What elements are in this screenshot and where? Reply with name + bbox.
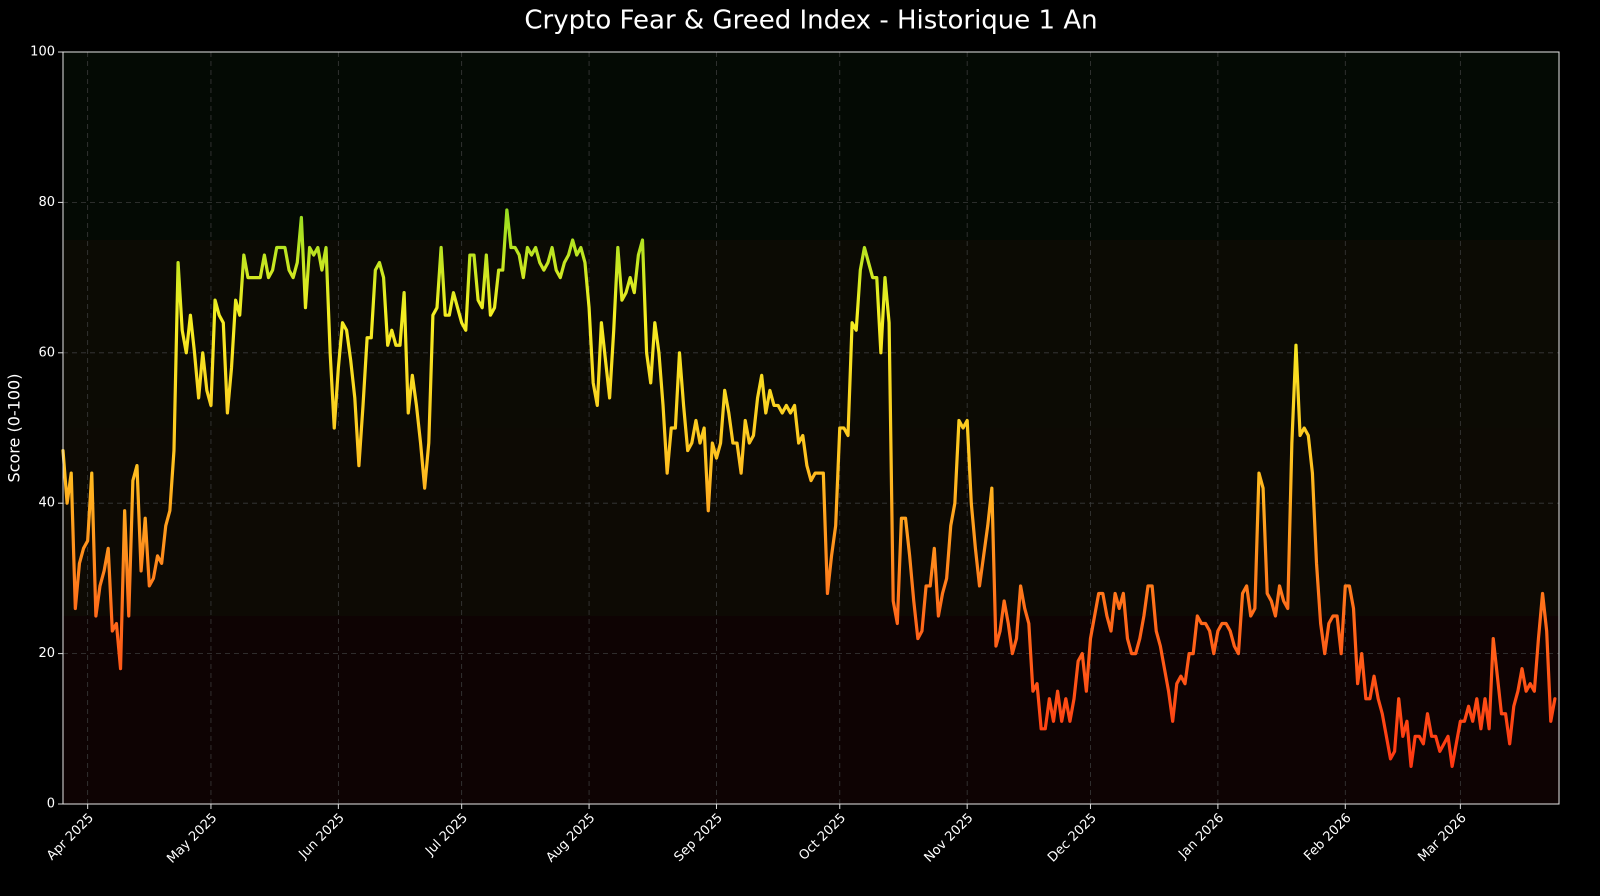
zone-band <box>63 52 1559 240</box>
zone-band <box>63 240 1559 428</box>
y-tick-label: 40 <box>38 496 55 511</box>
y-tick-label: 20 <box>38 646 55 661</box>
y-axis-label: Score (0-100) <box>5 374 24 483</box>
chart-title: Crypto Fear & Greed Index - Historique 1… <box>524 6 1097 36</box>
y-tick-label: 60 <box>38 345 55 360</box>
data-line <box>61 208 1557 768</box>
zone-band <box>63 428 1559 616</box>
zone-band <box>63 616 1559 804</box>
y-tick-label: 80 <box>38 195 55 210</box>
plot-frame <box>62 51 1560 805</box>
y-tick-label: 100 <box>30 45 55 60</box>
y-tick-label: 0 <box>47 797 55 812</box>
